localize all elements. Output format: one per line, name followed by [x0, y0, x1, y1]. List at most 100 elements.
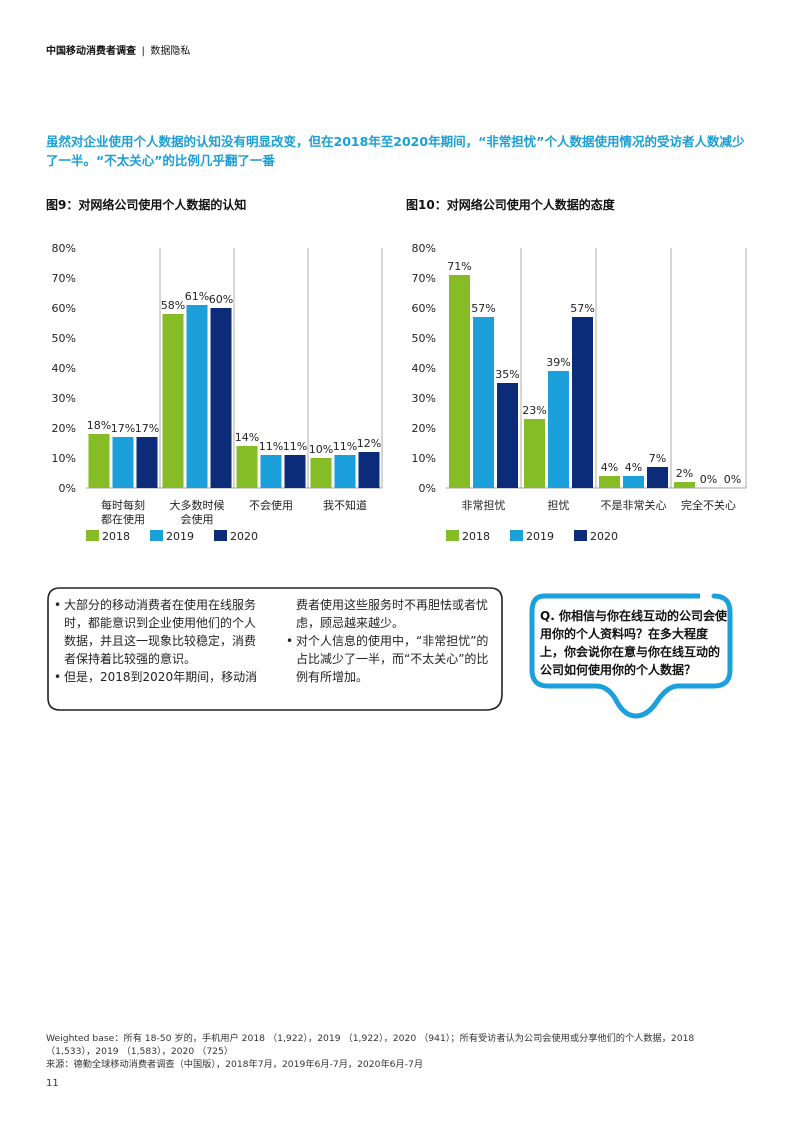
c2-data-label: 7% — [649, 452, 666, 465]
bullet-3: 对个人信息的使用中，“非常担忧”的占比减少了一半，而“不太关心”的比例有所增加。 — [286, 632, 500, 686]
c2-bar-2020 — [497, 383, 518, 488]
c2-legend-swatch-2020 — [574, 530, 587, 541]
c1-ytick-label: 20% — [52, 422, 76, 435]
c1-bar-2019 — [260, 455, 282, 488]
c2-ytick-label: 20% — [412, 422, 436, 435]
c2-bar-2020 — [572, 317, 593, 488]
c2-category-label: 非常担忧 — [462, 498, 506, 512]
header-separator: | — [141, 46, 145, 57]
c1-legend-label: 2018 — [102, 530, 130, 543]
bullet-1: 大部分的移动消费者在使用在线服务时，都能意识到企业使用他们的个人数据，并且这一现… — [54, 596, 266, 668]
c1-bar-2020 — [136, 437, 158, 488]
c2-category-label: 完全不关心 — [681, 498, 736, 512]
c1-ytick-label: 70% — [52, 272, 76, 285]
c2-bar-2020 — [647, 467, 668, 488]
c1-data-label: 11% — [333, 440, 357, 453]
c1-data-label: 14% — [235, 431, 259, 444]
c2-ytick-label: 70% — [412, 272, 436, 285]
c1-data-label: 17% — [135, 422, 159, 435]
c1-bar-2019 — [112, 437, 134, 488]
c1-bar-2019 — [186, 305, 208, 488]
bubble-outline — [47, 587, 503, 711]
c1-legend-swatch-2018 — [86, 530, 99, 541]
c2-ytick-label: 0% — [419, 482, 436, 495]
c1-legend-swatch-2019 — [150, 530, 163, 541]
page-number: 11 — [46, 1078, 59, 1089]
c1-ytick-label: 30% — [52, 392, 76, 405]
c2-bar-2019 — [473, 317, 494, 488]
c1-category-label: 都在使用 — [101, 513, 145, 526]
c1-legend-swatch-2020 — [214, 530, 227, 541]
c2-bar-2018 — [449, 275, 470, 488]
c2-data-label: 2% — [676, 467, 693, 480]
bubble-left-column: 大部分的移动消费者在使用在线服务时，都能意识到企业使用他们的个人数据，并且这一现… — [54, 596, 266, 686]
c2-data-label: 4% — [601, 461, 618, 474]
footnote-source: 来源：德勤全球移动消费者调查（中国版），2018年7月，2019年6月-7月，2… — [46, 1059, 424, 1070]
c1-data-label: 10% — [309, 443, 333, 456]
c1-bar-2018 — [310, 458, 332, 488]
charts-area: 0% 10% 20% 30% 40% 50% 60% 70% 80% 18% 58% 14% 10% 17… — [52, 242, 747, 543]
c1-data-label: 60% — [209, 293, 233, 306]
footnote-base: Weighted base：所有 18-50 岁的，手机用户 2018 （1,9… — [46, 1033, 695, 1057]
chart1-title: 图9：对网络公司使用个人数据的认知 — [46, 198, 247, 212]
question-bubble-outline — [529, 592, 734, 719]
lead-text: 虽然对企业使用个人数据的认知没有明显改变，但在2018年至2020年期间，“非常… — [46, 134, 745, 168]
c1-bar-2020 — [358, 452, 380, 488]
c2-data-label: 4% — [625, 461, 642, 474]
c2-data-label: 57% — [471, 302, 495, 315]
c2-ytick-label: 30% — [412, 392, 436, 405]
c1-category-label: 我不知道 — [323, 498, 367, 512]
c1-data-label: 18% — [87, 419, 111, 432]
c2-bar-2018 — [524, 419, 545, 488]
c1-category-label: 每时每刻 — [101, 498, 145, 512]
c2-ytick-label: 50% — [412, 332, 436, 345]
c2-data-label: 35% — [495, 368, 519, 381]
c1-ytick-label: 0% — [59, 482, 76, 495]
c1-bar-2020 — [284, 455, 306, 488]
c2-data-label: 39% — [546, 356, 570, 369]
c2-ytick-label: 10% — [412, 452, 436, 465]
c2-bar-2018 — [599, 476, 620, 488]
c2-category-label: 不是非常关心 — [601, 498, 667, 512]
c1-data-label: 12% — [357, 437, 381, 450]
c2-data-label: 57% — [570, 302, 594, 315]
c2-legend-label: 2018 — [462, 530, 490, 543]
c1-data-label: 61% — [185, 290, 209, 303]
c1-ytick-label: 80% — [52, 242, 76, 255]
chart2-title: 图10：对网络公司使用个人数据的态度 — [406, 198, 615, 212]
c1-bar-2019 — [334, 455, 356, 488]
c2-ytick-label: 60% — [412, 302, 436, 315]
bullet-2: 但是，2018到2020年期间，移动消 — [54, 668, 266, 686]
c2-ytick-label: 40% — [412, 362, 436, 375]
c2-legend-swatch-2018 — [446, 530, 459, 541]
c1-ytick-label: 10% — [52, 452, 76, 465]
c2-data-label: 0% — [700, 473, 717, 486]
header-title: 中国移动消费者调查 — [46, 46, 136, 57]
bubble-right-column: 费者使用这些服务时不再胆怯或者忧虑，顾忌越来越少。 对个人信息的使用中，“非常担… — [286, 596, 500, 686]
c1-category-label: 会使用 — [181, 513, 214, 526]
c1-legend-label: 2020 — [230, 530, 258, 543]
c1-ytick-label: 60% — [52, 302, 76, 315]
c2-bar-2019 — [623, 476, 644, 488]
header-section: 数据隐私 — [150, 46, 191, 57]
c2-data-label: 0% — [724, 473, 741, 486]
summary-bubble: 大部分的移动消费者在使用在线服务时，都能意识到企业使用他们的个人数据，并且这一现… — [46, 586, 504, 716]
c2-data-label: 71% — [447, 260, 471, 273]
c1-data-label: 11% — [283, 440, 307, 453]
c1-bar-2018 — [88, 434, 110, 488]
c1-category-label: 不会使用 — [249, 499, 293, 512]
question-text: Q. 你相信与你在线互动的公司会使用你的个人资料吗？在多大程度上，你会说你在意与… — [540, 609, 727, 677]
c2-bar-2018 — [674, 482, 695, 488]
c2-bar-2019 — [548, 371, 569, 488]
c1-legend-label: 2019 — [166, 530, 194, 543]
c1-category-label: 大多数时候 — [170, 498, 225, 512]
c1-data-label: 58% — [161, 299, 185, 312]
c1-bar-2018 — [236, 446, 258, 488]
c2-legend-label: 2019 — [526, 530, 554, 543]
footnote: Weighted base：所有 18-50 岁的，手机用户 2018 （1,9… — [46, 1032, 746, 1071]
c2-legend-swatch-2019 — [510, 530, 523, 541]
page-header: 中国移动消费者调查 | 数据隐私 — [46, 42, 190, 57]
c1-ytick-label: 40% — [52, 362, 76, 375]
c2-legend-label: 2020 — [590, 530, 618, 543]
c1-ytick-label: 50% — [52, 332, 76, 345]
